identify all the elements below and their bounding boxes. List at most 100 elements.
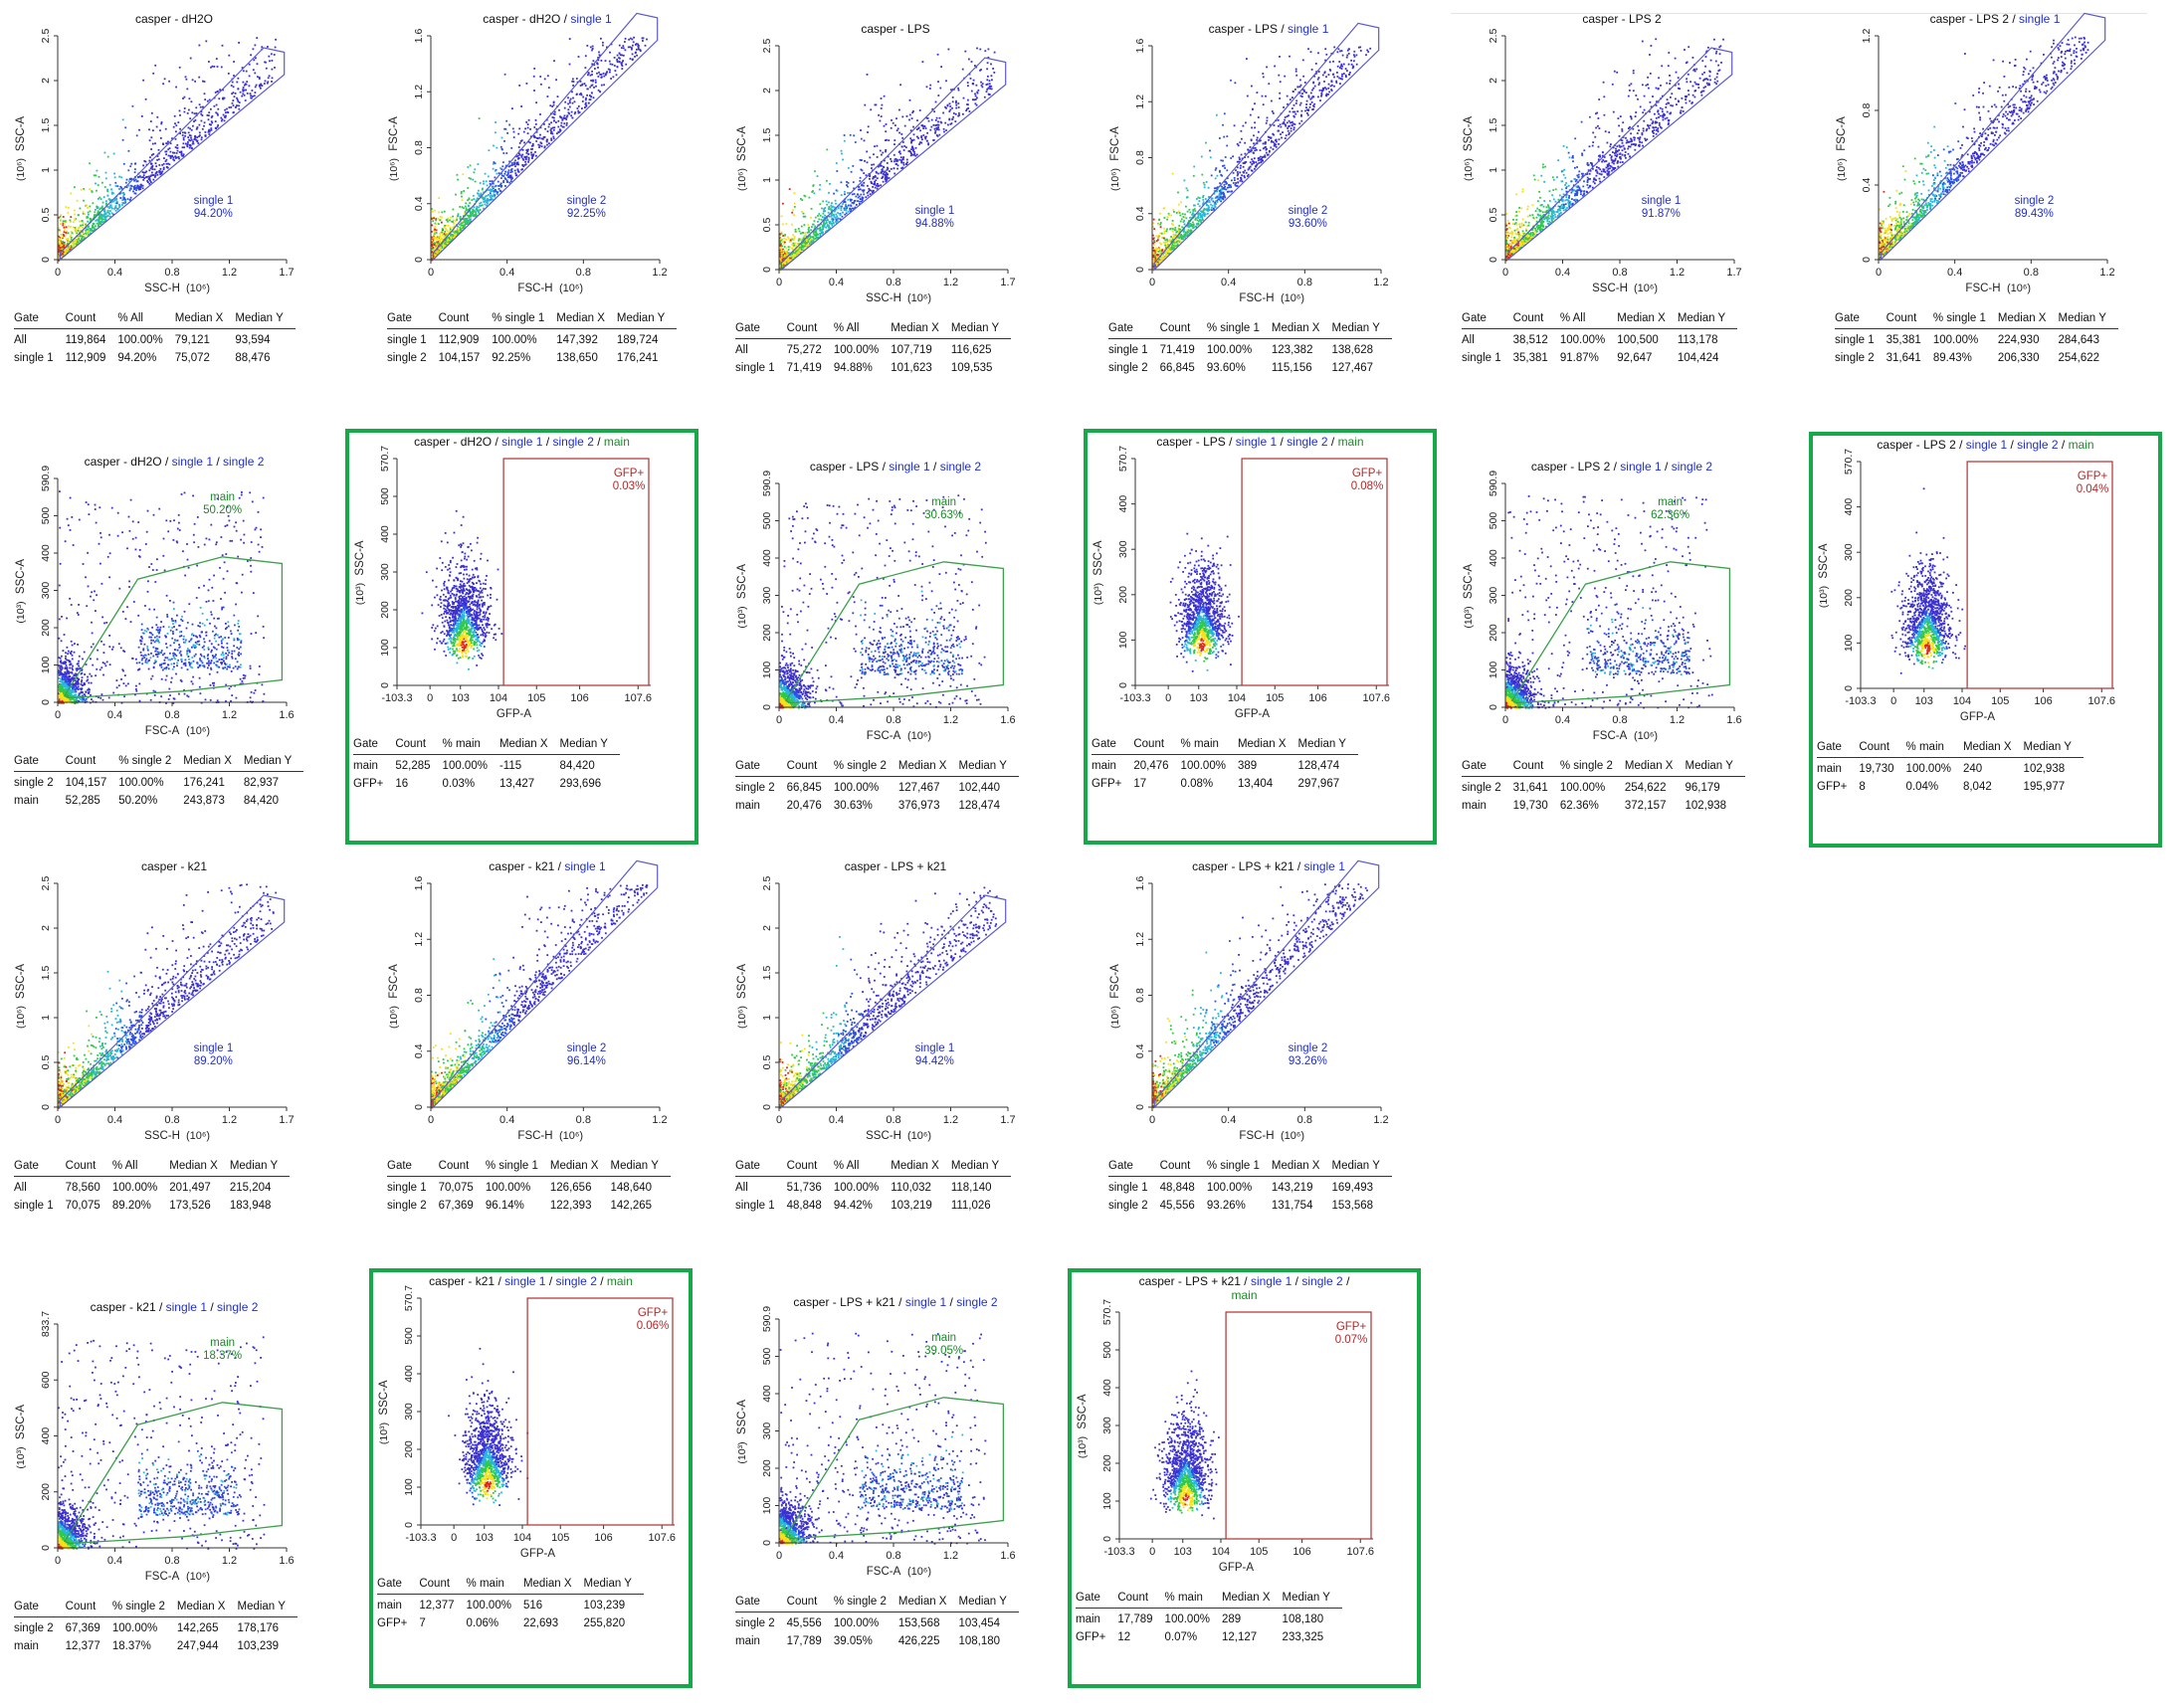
event-dot xyxy=(866,150,869,153)
event-dot xyxy=(66,250,69,253)
event-dot xyxy=(471,213,473,216)
event-dot xyxy=(780,231,783,234)
event-dot xyxy=(210,127,213,129)
event-dot xyxy=(851,193,854,196)
event-dot xyxy=(154,64,157,67)
event-dot xyxy=(158,170,161,173)
event-dot xyxy=(230,85,233,87)
event-dot xyxy=(261,46,264,49)
event-dot xyxy=(150,148,152,150)
event-dot xyxy=(579,85,582,87)
event-dot xyxy=(64,252,66,255)
event-dot xyxy=(97,184,99,186)
event-dot xyxy=(599,74,602,76)
event-dot xyxy=(945,129,947,131)
event-dot xyxy=(1296,86,1299,89)
title-segment: single 1 xyxy=(1288,22,1328,36)
event-dot xyxy=(801,239,804,241)
event-dot xyxy=(1284,137,1287,139)
event-dot xyxy=(1262,103,1265,106)
event-dot xyxy=(591,45,594,48)
event-dot xyxy=(1293,110,1296,113)
event-dot xyxy=(891,119,893,121)
event-dot xyxy=(265,67,268,70)
event-dot xyxy=(869,193,872,195)
event-dot xyxy=(1192,221,1194,224)
event-dot xyxy=(1201,216,1203,218)
event-dot xyxy=(840,218,842,221)
event-dot xyxy=(818,218,821,221)
event-dot xyxy=(927,119,930,122)
event-dot xyxy=(433,217,435,220)
event-dot xyxy=(578,93,581,95)
event-dot xyxy=(908,98,911,101)
event-dot xyxy=(452,221,454,223)
event-dot xyxy=(488,149,491,152)
event-dot xyxy=(1171,172,1174,175)
event-dot xyxy=(223,96,226,99)
event-dot xyxy=(863,172,866,174)
event-dot xyxy=(518,153,521,156)
event-dot xyxy=(859,200,861,203)
event-dot xyxy=(473,215,475,218)
event-dot xyxy=(173,159,176,162)
event-dot xyxy=(781,266,784,268)
event-dot xyxy=(804,236,806,238)
event-dot xyxy=(819,228,822,231)
event-dot xyxy=(796,251,799,253)
event-dot xyxy=(823,225,826,228)
event-dot xyxy=(1178,239,1181,242)
event-dot xyxy=(103,216,106,219)
event-dot xyxy=(1202,210,1205,213)
event-dot xyxy=(479,182,482,184)
event-dot xyxy=(823,221,825,223)
x-tick-label: 1.2 xyxy=(222,267,237,279)
event-dot xyxy=(1330,80,1333,83)
event-dot xyxy=(222,113,225,116)
table-cell: 116,625 xyxy=(951,339,1011,358)
event-dot xyxy=(486,184,489,187)
event-dot xyxy=(538,144,541,147)
event-dot xyxy=(62,220,65,223)
event-dot xyxy=(863,189,866,192)
event-dot xyxy=(511,127,514,130)
event-dot xyxy=(1179,235,1182,238)
event-dot xyxy=(861,198,864,201)
event-dot xyxy=(874,186,877,189)
event-dot xyxy=(1256,138,1258,141)
event-dot xyxy=(1341,54,1344,57)
event-dot xyxy=(461,206,464,208)
event-dot xyxy=(179,132,181,134)
event-dot xyxy=(981,83,984,86)
event-dot xyxy=(505,179,508,182)
event-dot xyxy=(1175,245,1178,247)
event-dot xyxy=(817,233,819,236)
event-dot xyxy=(631,53,634,56)
event-dot xyxy=(854,206,857,209)
event-dot xyxy=(200,110,203,113)
event-dot xyxy=(1212,200,1215,203)
event-dot xyxy=(846,184,848,186)
event-dot xyxy=(896,160,898,162)
event-dot xyxy=(800,232,802,235)
event-dot xyxy=(466,221,469,224)
event-dot xyxy=(1193,215,1196,218)
event-dot xyxy=(236,96,238,99)
event-dot xyxy=(597,57,599,59)
event-dot xyxy=(149,167,152,170)
event-dot xyxy=(431,218,433,220)
event-dot xyxy=(74,186,76,189)
event-dot xyxy=(1173,242,1176,244)
event-dot xyxy=(1160,255,1162,258)
event-dot xyxy=(1245,161,1248,163)
event-dot xyxy=(884,173,886,176)
event-dot xyxy=(67,248,70,251)
event-dot xyxy=(189,127,191,130)
event-dot xyxy=(59,243,62,245)
event-dot xyxy=(80,240,83,242)
event-dot xyxy=(911,147,914,149)
event-dot xyxy=(1241,157,1244,160)
event-dot xyxy=(975,103,978,106)
event-dot xyxy=(806,240,808,243)
event-dot xyxy=(779,243,782,245)
